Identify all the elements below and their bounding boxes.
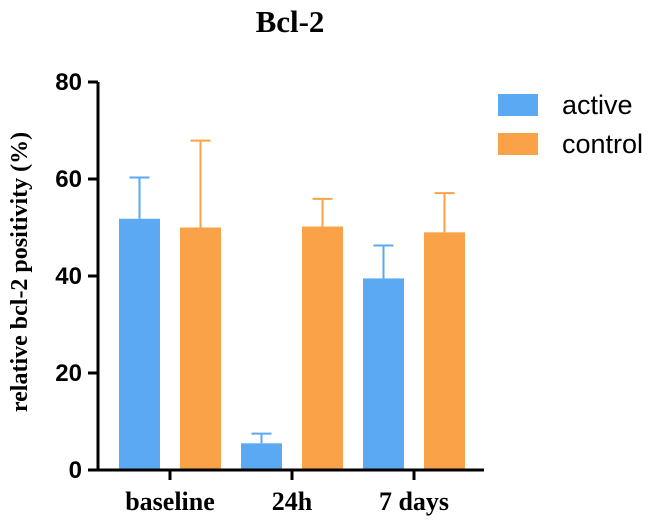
plot-area: 0 20 40 60 80 baseline 24h 7 days (55, 69, 484, 516)
x-tick-label-0: baseline (125, 487, 215, 516)
x-tick-label-1: 24h (272, 487, 313, 516)
bar-control-2 (424, 232, 465, 470)
chart-title: Bcl-2 (256, 4, 325, 39)
y-axis-label: relative bcl-2 positivity (%) (7, 132, 33, 412)
bar-control-1 (302, 226, 343, 470)
legend-label-active: active (562, 90, 633, 120)
x-tick-label-2: 7 days (379, 487, 449, 516)
y-tick-label-60: 60 (55, 166, 82, 193)
legend-swatch-active (498, 94, 538, 116)
bar-active-0 (119, 218, 160, 470)
bar-active-1 (241, 443, 282, 470)
bar-active-2 (363, 278, 404, 470)
y-tick-label-0: 0 (69, 457, 82, 484)
legend-swatch-control (498, 133, 538, 155)
y-tick-label-20: 20 (55, 360, 82, 387)
legend-label-control: control (562, 129, 643, 159)
y-tick-label-40: 40 (55, 263, 82, 290)
bar-control-0 (180, 227, 221, 470)
legend: active control (498, 90, 643, 159)
y-tick-label-80: 80 (55, 69, 82, 96)
